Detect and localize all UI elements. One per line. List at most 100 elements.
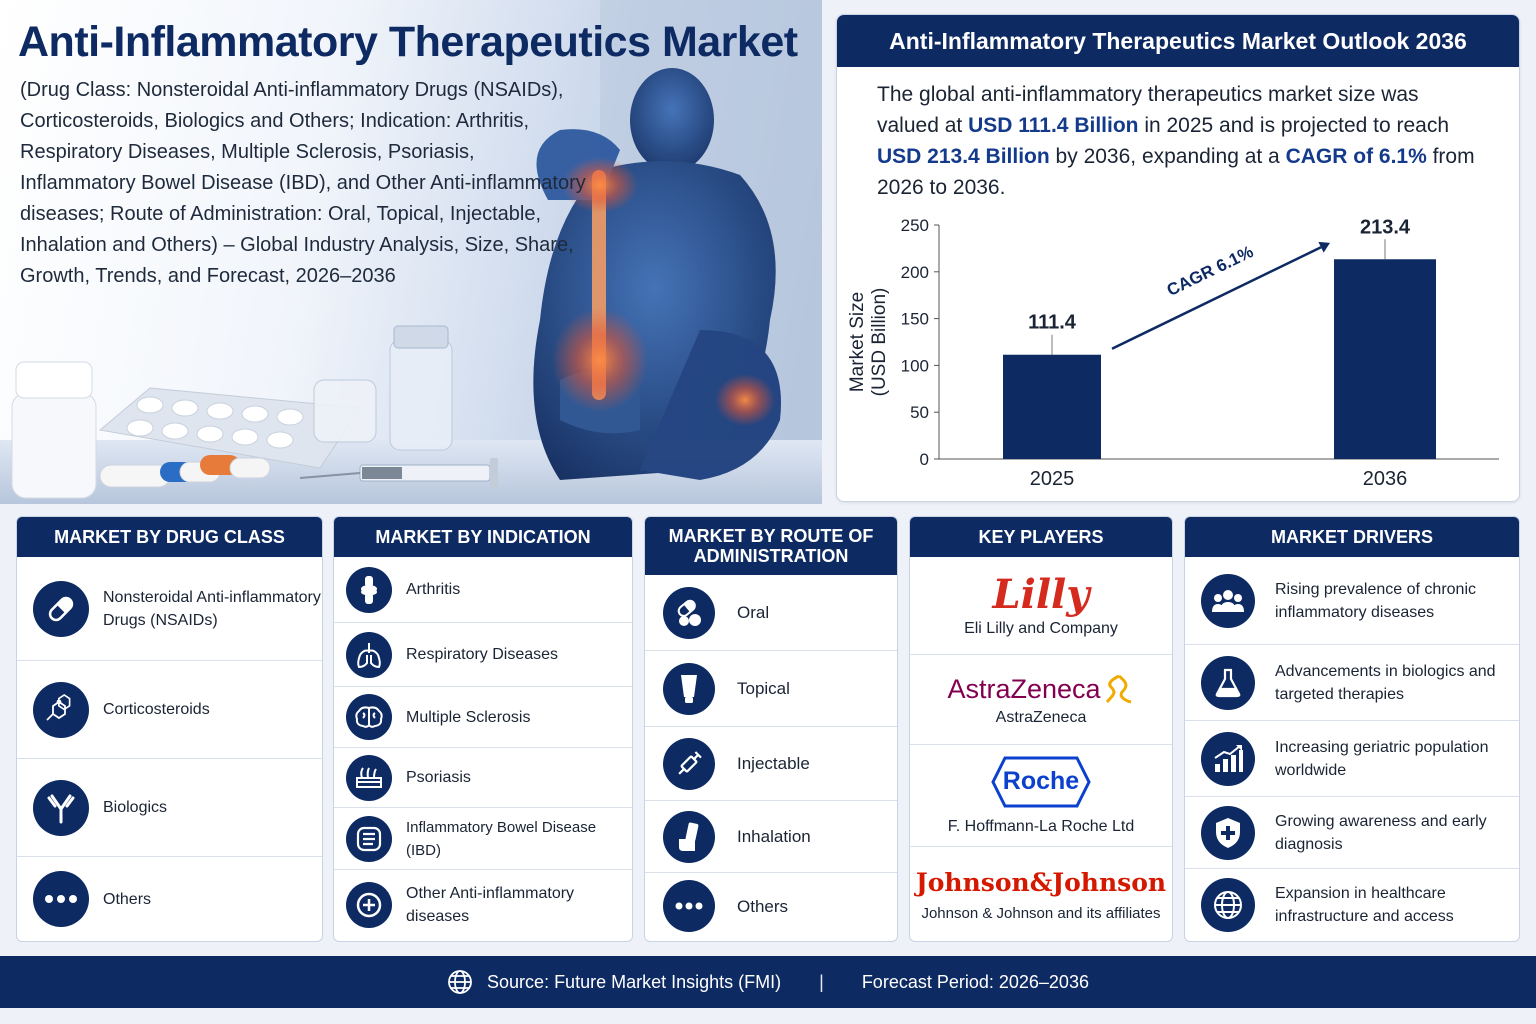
drug-class-list: Nonsteroidal Anti-inflammatory Drugs (NS… — [17, 557, 322, 941]
indication-label: Psoriasis — [406, 769, 471, 786]
y-axis-label-line: Market Size — [847, 292, 868, 392]
indication-panel: MARKET BY INDICATION Arthritis Respirato… — [333, 516, 633, 942]
footer-divider: | — [819, 971, 824, 992]
list-item: Nonsteroidal Anti-inflammatory Drugs (NS… — [17, 557, 322, 661]
drug-class-label: Others — [103, 890, 152, 908]
key-player-name: Eli Lilly and Company — [964, 619, 1118, 637]
value-2036-highlight: USD 213.4 Billion — [877, 145, 1050, 168]
list-item: Growing awareness and early diagnosis — [1185, 797, 1519, 869]
dots-icon — [663, 880, 715, 932]
y-tick-label: 150 — [901, 310, 929, 329]
dots-icon — [33, 871, 89, 927]
indication-label: Multiple Sclerosis — [406, 708, 531, 726]
plus-circle-icon — [346, 882, 392, 928]
route-label: Oral — [737, 603, 770, 622]
globe-icon — [1201, 878, 1255, 932]
y-tick-label: 200 — [901, 263, 929, 282]
footer-source: Source: Future Market Insights (FMI) — [487, 971, 782, 992]
list-item: Multiple Sclerosis — [334, 687, 632, 748]
list-item: Others — [17, 857, 322, 941]
tube-icon — [663, 662, 715, 715]
list-item: Johnson&Johnson Johnson & Johnson and it… — [910, 847, 1172, 941]
route-title: MARKET BY ROUTE OF ADMINISTRATION — [645, 517, 897, 575]
driver-label: Rising prevalence of chronic inflammator… — [1275, 580, 1476, 621]
joint-icon — [346, 566, 392, 613]
list-item: Psoriasis — [334, 748, 632, 808]
driver-label: Growing awareness and early diagnosis — [1275, 812, 1487, 853]
inhaler-icon — [663, 810, 715, 863]
pill-bottle-image — [11, 361, 97, 499]
route-panel: MARKET BY ROUTE OF ADMINISTRATION Oral T… — [644, 516, 898, 942]
cagr-annotation: CAGR 6.1% — [1164, 242, 1256, 300]
list-item: Biologics — [17, 759, 322, 857]
list-item: Topical — [645, 651, 897, 727]
footer-forecast-period: Forecast Period: 2026–2036 — [861, 971, 1089, 992]
roche-logo: Roche — [1002, 767, 1080, 795]
x-tick-label: 2025 — [1030, 468, 1075, 490]
astrazeneca-mark-icon — [1105, 674, 1131, 703]
route-list: Oral Topical Injectable Inhalation Other… — [645, 575, 897, 939]
key-player-name: Johnson & Johnson and its affiliates — [921, 905, 1161, 922]
market-size-bar-chart: 0 50 100 150 200 250 Market Size (USD Billion) 1… — [847, 216, 1499, 490]
roche-hexagon-icon — [991, 756, 1091, 807]
hero-illustration — [0, 0, 822, 504]
driver-label: Advancements in biologics and targeted t… — [1275, 662, 1496, 703]
y-tick-label: 100 — [901, 356, 929, 375]
y-axis-label-line: (USD Billion) — [869, 288, 890, 397]
indication-label: Inflammatory Bowel Disease (IBD) — [406, 818, 597, 859]
cagr-arrow-line — [1111, 246, 1322, 350]
y-axis-label: Market Size (USD Billion) — [847, 288, 890, 397]
cagr-arrow-head — [1318, 241, 1330, 253]
globe-icon — [448, 970, 472, 994]
market-drivers-title: MARKET DRIVERS — [1185, 517, 1519, 557]
page-subtitle: (Drug Class: Nonsteroidal Anti-inflammat… — [20, 79, 586, 287]
list-item: Injectable — [645, 727, 897, 801]
list-item: Oral — [645, 575, 897, 651]
brain-icon — [346, 694, 392, 740]
capsule-icon — [33, 580, 89, 637]
antibody-icon — [33, 779, 89, 836]
list-item: Respiratory Diseases — [334, 623, 632, 687]
lungs-icon — [346, 631, 392, 678]
list-item: Inflammatory Bowel Disease (IBD) — [334, 808, 632, 870]
key-players-list: Lilly Eli Lilly and Company AstraZeneca … — [910, 557, 1172, 941]
bar-value-label: 111.4 — [1028, 312, 1077, 334]
list-item: Increasing geriatric population worldwid… — [1185, 721, 1519, 797]
molecule-icon — [33, 681, 89, 738]
drug-class-label: Nonsteroidal Anti-inflammatory Drugs (NS… — [103, 588, 321, 629]
route-label: Inhalation — [737, 827, 811, 846]
skin-icon — [346, 754, 392, 801]
capsules-image — [99, 455, 271, 488]
y-tick-label: 50 — [910, 403, 929, 422]
value-2025-highlight: USD 111.4 Billion — [968, 114, 1139, 137]
outlook-text-part: The global anti-inflammatory therapeutic… — [877, 83, 1419, 137]
drivers-list: Rising prevalence of chronic inflammator… — [1185, 557, 1519, 941]
syringe-image — [299, 458, 498, 488]
x-tick-label: 2036 — [1363, 468, 1408, 490]
key-players-panel: KEY PLAYERS Lilly Eli Lilly and Company … — [909, 516, 1173, 942]
key-players-title: KEY PLAYERS — [910, 517, 1172, 557]
flask-icon — [1201, 655, 1255, 710]
human-figure — [533, 68, 781, 480]
market-outlook-card: Anti-Inflammatory Therapeutics Market Ou… — [836, 14, 1520, 502]
key-player-name: AstraZeneca — [995, 708, 1087, 726]
outlook-summary: The global anti-inflammatory therapeutic… — [877, 79, 1477, 203]
bar-value-label: 213.4 — [1360, 216, 1411, 238]
list-item: Arthritis — [334, 557, 632, 623]
list-item: Corticosteroids — [17, 661, 322, 759]
people-icon — [1201, 573, 1255, 628]
list-item: Expansion in healthcare infrastructure a… — [1185, 869, 1519, 941]
lilly-logo: Lilly — [992, 570, 1090, 618]
growth-chart-icon — [1201, 731, 1255, 786]
route-label: Injectable — [737, 754, 810, 773]
page-title: Anti-Inflammatory Therapeutics Market — [18, 18, 798, 66]
syringe-icon — [663, 737, 715, 790]
list-item: Inhalation — [645, 801, 897, 873]
outlook-text-part: in 2025 and is projected to reach — [1138, 114, 1450, 137]
bar — [1334, 259, 1436, 459]
indication-title: MARKET BY INDICATION — [334, 517, 632, 557]
indication-label: Respiratory Diseases — [406, 646, 559, 663]
intestine-icon — [346, 815, 392, 862]
johnson-johnson-logo: Johnson&Johnson — [915, 868, 1167, 897]
list-item: AstraZeneca AstraZeneca — [910, 655, 1172, 745]
